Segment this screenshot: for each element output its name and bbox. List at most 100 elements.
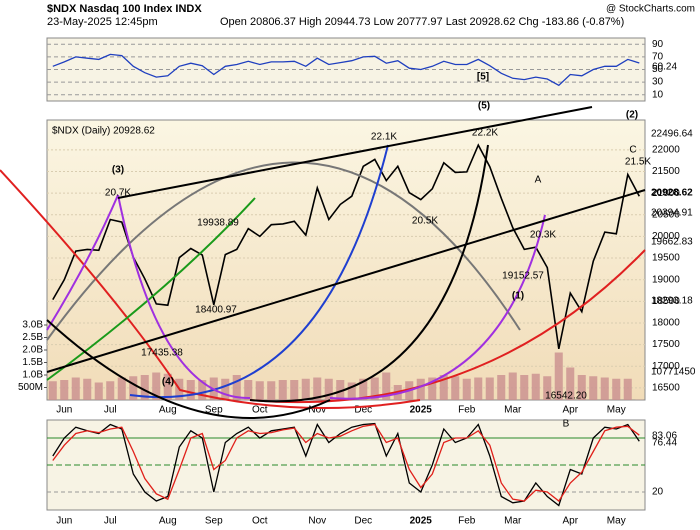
annotation: 19152.57 xyxy=(502,271,544,282)
volume-bar xyxy=(301,378,310,400)
y-tick-label: 10 xyxy=(652,89,664,100)
volume-bar xyxy=(485,377,494,400)
cycle-arc xyxy=(117,194,251,400)
data-line xyxy=(52,143,641,350)
volume-bar xyxy=(416,378,425,400)
y-tick-label: 17500 xyxy=(652,339,680,350)
volume-bar xyxy=(508,372,517,400)
x-tick-label: Nov xyxy=(308,405,326,416)
annotation: 18400.97 xyxy=(195,305,237,316)
volume-bar xyxy=(474,377,483,400)
trendline xyxy=(117,106,593,199)
volume-bar xyxy=(267,381,276,400)
y-tick-label: 18500 xyxy=(652,296,680,307)
volume-bar xyxy=(359,378,368,400)
volume-bar xyxy=(129,376,138,400)
volume-bar xyxy=(106,381,115,400)
cycle-arc xyxy=(129,144,389,399)
y-tick-label: 30 xyxy=(652,77,664,88)
annotation: B xyxy=(563,419,570,430)
volume-bar xyxy=(198,380,207,400)
data-line xyxy=(52,53,640,87)
volume-bar xyxy=(497,375,506,400)
annotation: 19938.89 xyxy=(197,218,239,229)
y2-tick-label: 1.0B xyxy=(22,370,43,381)
brand: @ StockCharts.com xyxy=(606,4,695,15)
value-label: 20394.91 xyxy=(651,208,693,219)
volume-bar xyxy=(94,382,103,400)
x-tick-label: Jun xyxy=(56,405,72,416)
value-label: 22496.64 xyxy=(651,129,693,140)
y2-tick-label: 500M xyxy=(18,382,43,393)
y-tick-label: 19000 xyxy=(652,274,680,285)
annotation: (1) xyxy=(512,291,524,302)
volume-bar xyxy=(221,378,230,400)
price-panel xyxy=(46,119,646,401)
y2-tick-label: 1.5B xyxy=(22,357,43,368)
value-label: 10771450 xyxy=(651,367,696,378)
volume-bar xyxy=(152,372,161,400)
x-tick-label: Nov xyxy=(308,516,326,527)
annotation: (2) xyxy=(626,110,638,121)
y-tick-label: 16500 xyxy=(652,383,680,394)
x-tick-label: 2025 xyxy=(410,516,433,527)
annotation: 20.3K xyxy=(530,230,556,241)
annotation: 16542.20 xyxy=(545,391,587,402)
annotation: [5] xyxy=(477,72,489,83)
volume-bar xyxy=(255,381,264,400)
volume-bar xyxy=(543,376,552,400)
y-tick-label: 18000 xyxy=(652,318,680,329)
y-tick-label: 20 xyxy=(652,487,664,498)
y-tick-label: 22000 xyxy=(652,145,680,156)
y2-tick-label: 2.5B xyxy=(22,332,43,343)
legend: $NDX (Daily) 20928.62 xyxy=(52,126,155,137)
cycle-arc xyxy=(0,169,421,409)
value-label: 83.06 xyxy=(652,431,677,442)
volume-bar xyxy=(117,377,126,400)
x-tick-label: Jul xyxy=(104,516,117,527)
volume-bar xyxy=(232,375,241,400)
x-tick-label: Apr xyxy=(562,405,578,416)
volume-bar xyxy=(336,380,345,400)
data-line xyxy=(52,422,640,507)
volume-bar xyxy=(48,381,57,400)
x-tick-label: May xyxy=(607,405,626,416)
volume-bar xyxy=(589,376,598,400)
y-tick-label: 20000 xyxy=(652,231,680,242)
value-label: 18293.18 xyxy=(651,296,693,307)
y-tick-label: 21500 xyxy=(652,166,680,177)
x-tick-label: Mar xyxy=(504,516,522,527)
volume-bar xyxy=(60,380,69,400)
x-tick-label: Aug xyxy=(159,405,177,416)
volume-bar xyxy=(313,377,322,400)
volume-bar xyxy=(370,377,379,400)
value-label: 20928.62 xyxy=(651,188,693,199)
volume-bar xyxy=(439,375,448,400)
annotation: C xyxy=(629,145,636,156)
drawings xyxy=(0,106,646,419)
annotation: (3) xyxy=(112,165,124,176)
x-tick-label: May xyxy=(607,516,626,527)
volume-bar xyxy=(83,378,92,400)
ohlc-text: Open 20806.37 High 20944.73 Low 20777.97… xyxy=(220,16,624,28)
volume-bar xyxy=(140,375,149,400)
chart-date: 23-May-2025 12:45pm xyxy=(47,16,158,28)
value-label: 76.44 xyxy=(652,438,677,449)
trendline xyxy=(46,189,646,373)
chart-title: $NDX Nasdaq 100 Index INDX xyxy=(47,3,202,15)
x-tick-label: Mar xyxy=(504,405,522,416)
volume-bar xyxy=(623,378,632,400)
volume-bar xyxy=(186,380,195,400)
x-tick-label: Oct xyxy=(252,516,268,527)
volume-bar xyxy=(244,380,253,400)
x-tick-label: Feb xyxy=(458,516,476,527)
volume-bar xyxy=(71,377,80,400)
volume-bar xyxy=(451,376,460,400)
y-tick-label: 21000 xyxy=(652,188,680,199)
x-tick-label: Feb xyxy=(458,405,476,416)
annotation: 20.5K xyxy=(412,216,438,227)
annotation: (4) xyxy=(162,377,174,388)
volume-bar xyxy=(347,382,356,400)
annotation: 17435.38 xyxy=(141,348,183,359)
